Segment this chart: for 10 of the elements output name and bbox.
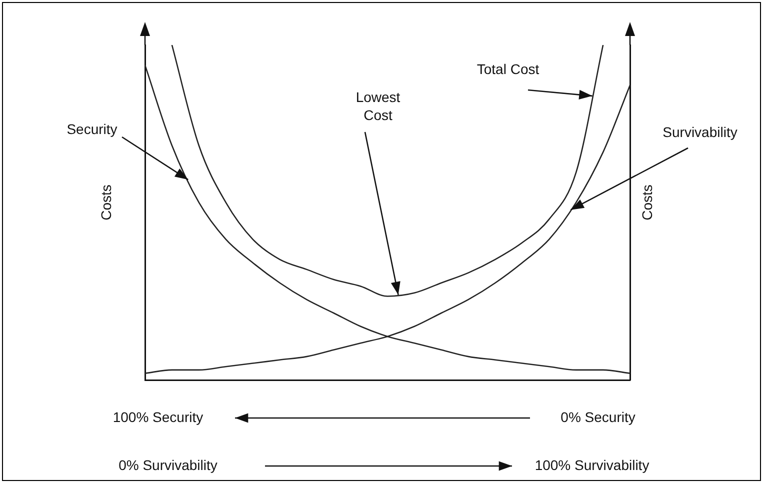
text: 100% Survivability <box>534 456 650 473</box>
annotation: Total Cost <box>476 60 540 77</box>
text: 0% Survivability <box>118 456 218 473</box>
text: Security <box>66 120 118 137</box>
y-axis-title: Costs <box>98 184 114 220</box>
text: Survivability <box>662 124 738 140</box>
y2-axis-title: Costs <box>638 184 655 220</box>
text: 100% Security <box>112 408 204 425</box>
annotation: Lowest Cost <box>356 88 400 123</box>
text: 0% Security <box>560 408 636 425</box>
